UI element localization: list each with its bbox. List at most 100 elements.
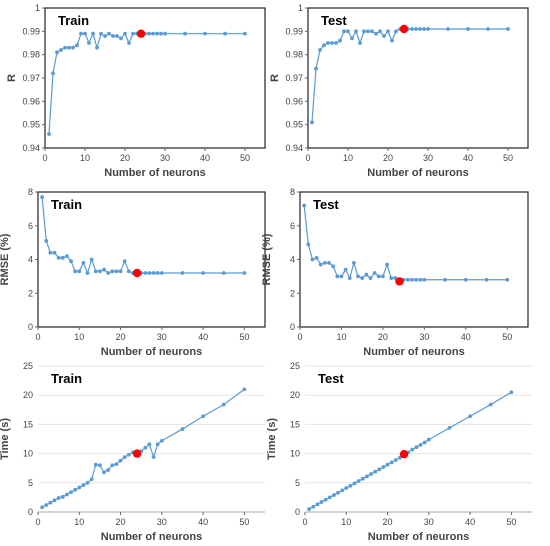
data-point [159, 271, 164, 275]
x-axis-title: Number of neurons [368, 531, 469, 543]
data-point [354, 29, 358, 34]
data-point [95, 45, 99, 50]
data-point [314, 255, 319, 260]
data-point [223, 31, 227, 36]
data-point [370, 29, 374, 34]
data-point [40, 195, 45, 199]
data-point [143, 445, 148, 450]
data-point [327, 495, 332, 500]
data-point [373, 469, 378, 474]
y-tick-label: 25 [290, 361, 300, 371]
data-point [89, 257, 94, 262]
data-point [103, 34, 107, 38]
data-point [127, 41, 131, 45]
data-point [98, 463, 102, 468]
data-point [360, 476, 365, 481]
data-point [336, 490, 340, 495]
x-tick-label: 40 [198, 517, 208, 527]
y-tick-label: 25 [23, 361, 33, 371]
data-point [426, 27, 430, 31]
data-point [306, 242, 311, 247]
data-point [180, 271, 185, 275]
data-point [376, 274, 381, 279]
data-point [348, 483, 353, 488]
highlight-point [399, 449, 409, 459]
data-point [56, 255, 61, 260]
data-point [382, 34, 386, 38]
panel-title: Train [58, 13, 89, 28]
y-tick-label: 0.99 [285, 26, 303, 36]
data-point [52, 250, 57, 255]
data-point [410, 27, 414, 31]
data-point [155, 271, 160, 275]
x-tick-label: 30 [157, 332, 167, 342]
y-axis-title: RMSE (%) [0, 233, 11, 285]
data-point [405, 277, 410, 282]
data-point [414, 445, 419, 450]
data-point [151, 455, 156, 460]
data-point [99, 31, 103, 36]
highlight-point [395, 277, 404, 286]
series-line [48, 31, 245, 135]
y-tick-label: 1 [298, 3, 303, 13]
data-point [71, 45, 75, 50]
data-point [356, 479, 361, 483]
data-point [381, 274, 385, 279]
data-point [318, 262, 323, 267]
data-point [322, 43, 326, 48]
data-point [107, 31, 111, 36]
data-point [122, 259, 127, 264]
data-point [243, 31, 247, 36]
chart-panel-2: 0 10 20 30 40 50 0.94 0.95 0.96 0.97 0.98 0.99 1 Numb… [269, 3, 529, 179]
x-axis-title: Number of neurons [101, 531, 202, 543]
data-point [151, 271, 156, 275]
data-point [163, 31, 167, 36]
data-point [389, 276, 394, 280]
data-point [338, 38, 342, 43]
y-tick-label: 15 [23, 419, 33, 429]
x-tick-label: 0 [35, 517, 40, 527]
data-point [64, 492, 69, 497]
data-point [91, 31, 95, 36]
data-point [374, 31, 378, 36]
series-line [303, 205, 508, 281]
data-point [93, 269, 98, 274]
plot-frame [44, 7, 266, 149]
data-point [106, 468, 111, 472]
data-point [505, 277, 510, 282]
data-point [151, 31, 155, 36]
data-point [48, 250, 53, 255]
data-point [114, 269, 119, 274]
y-tick-label: 0.98 [22, 50, 40, 60]
data-point [85, 480, 90, 485]
data-point [364, 272, 369, 277]
data-point [93, 462, 98, 467]
series-line [41, 388, 245, 508]
data-point [221, 271, 226, 275]
data-point [410, 447, 415, 452]
data-point [131, 31, 135, 36]
data-point [67, 45, 71, 50]
y-axis-title: Time (s) [266, 418, 278, 460]
y-tick-label: 8 [290, 187, 295, 197]
data-point [422, 440, 427, 445]
x-axis-title: Number of neurons [101, 346, 202, 358]
data-point [369, 472, 373, 476]
y-tick-label: 2 [290, 288, 295, 298]
x-tick-label: 10 [336, 332, 346, 342]
data-point [102, 470, 106, 475]
y-tick-label: 0.97 [285, 73, 303, 83]
highlight-point [132, 268, 142, 278]
data-point [60, 494, 65, 499]
x-tick-label: 10 [74, 517, 84, 527]
x-tick-label: 40 [461, 332, 471, 342]
x-tick-label: 10 [74, 332, 84, 342]
data-point [126, 452, 131, 457]
x-tick-label: 40 [465, 517, 475, 527]
data-point [64, 254, 69, 259]
highlight-point [399, 24, 409, 34]
data-point [358, 41, 362, 45]
data-point [394, 29, 398, 34]
data-point [422, 27, 426, 31]
